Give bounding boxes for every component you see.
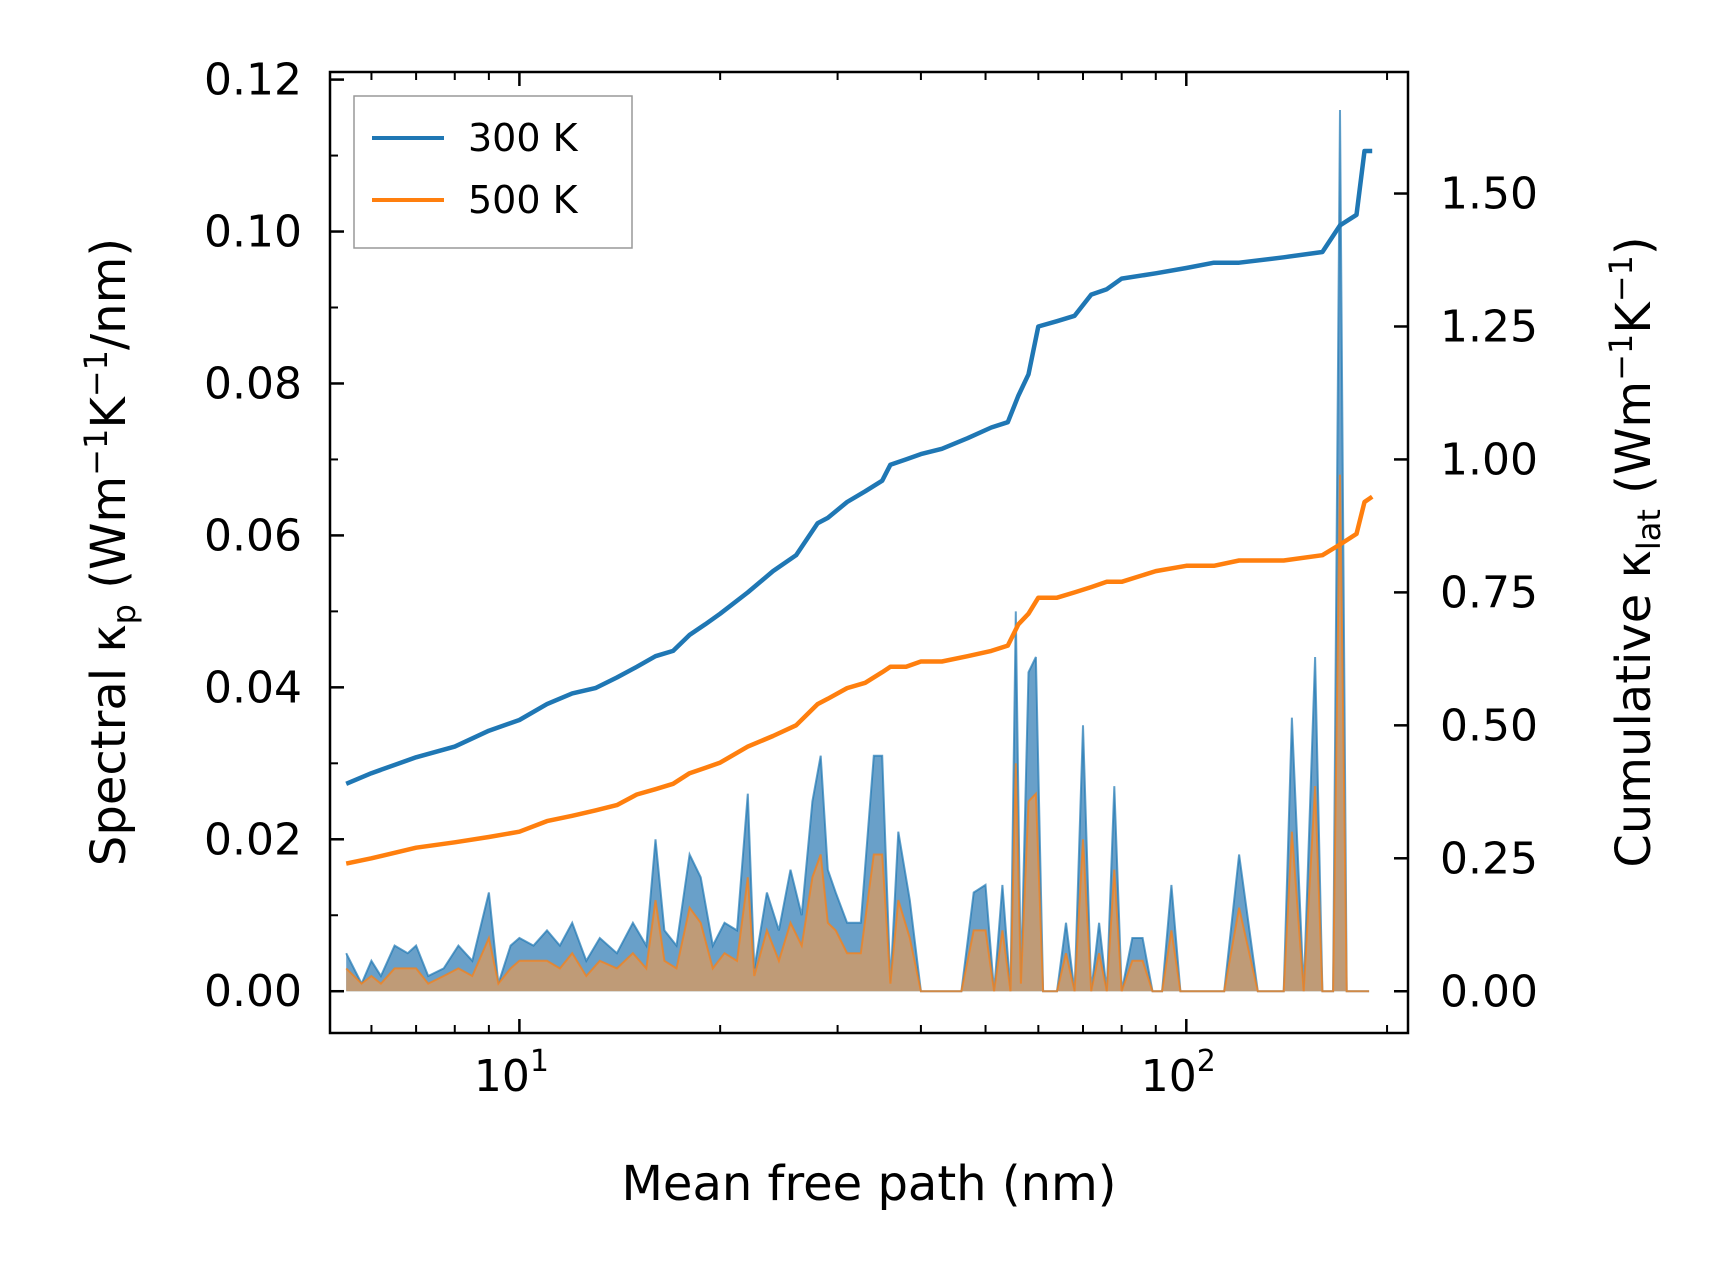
legend-box — [353, 95, 633, 249]
plot-area — [345, 109, 1374, 993]
legend: 300 K 500 K — [353, 95, 633, 249]
y-axis-right-title: Cumulative κlat (Wm−1K−1) — [1602, 236, 1668, 867]
y-right-tick-label: 1.25 — [1440, 301, 1538, 352]
y-left-tick-label: 0.02 — [204, 814, 302, 865]
legend-label-500k: 500 K — [468, 178, 579, 222]
y-left-tick-label: 0.06 — [204, 510, 302, 561]
x-axis-title: Mean free path (nm) — [622, 1156, 1117, 1212]
y-right-title-sub: lat — [1630, 509, 1668, 550]
y-left-tick-label: 0.12 — [204, 55, 302, 106]
x-tick-label-exponent: 2 — [1197, 1044, 1216, 1079]
spectral-line-500k — [345, 474, 1370, 993]
x-tick-label: 102 — [1141, 1044, 1216, 1102]
y-left-tick-label: 0.10 — [204, 207, 302, 258]
y-right-tick-label: 0.75 — [1440, 567, 1538, 618]
y-right-tick-label: 0.50 — [1440, 700, 1538, 751]
y-right-tick-label: 0.25 — [1440, 833, 1538, 884]
cumulative-line-300k — [345, 148, 1373, 786]
x-tick-label-exponent: 1 — [530, 1044, 549, 1079]
x-tick-label-base: 10 — [1141, 1051, 1197, 1102]
y-right-tick-label: 1.00 — [1440, 434, 1538, 485]
legend-label-300k: 300 K — [468, 116, 579, 160]
plot-frame — [328, 70, 1410, 1035]
y-right-tick-label: 1.50 — [1440, 169, 1538, 220]
y-left-title-sub: p — [105, 604, 143, 624]
y-left-title-text: Spectral κ — [81, 624, 137, 866]
y-left-tick-label: 0.08 — [204, 358, 302, 409]
y-left-tick-label: 0.04 — [204, 662, 302, 713]
x-tick-label: 101 — [474, 1044, 549, 1102]
y-right-title-units: (Wm — [1606, 381, 1662, 509]
y-right-title-text: Cumulative κ — [1606, 550, 1662, 868]
y-left-title-units: (Wm — [81, 476, 137, 604]
y-right-tick-label: 0.00 — [1440, 966, 1538, 1017]
cumulative-line-500k — [345, 494, 1374, 866]
y-left-tick-label: 0.00 — [204, 966, 302, 1017]
y-axis-left-title: Spectral κp (Wm−1K−1/nm) — [77, 238, 143, 866]
axes-ticks: 0.00 0.02 0.04 0.06 0.08 0.10 0.12 0.00 0.25 0.50… — [204, 55, 1538, 1102]
x-tick-label-base: 10 — [474, 1051, 530, 1102]
